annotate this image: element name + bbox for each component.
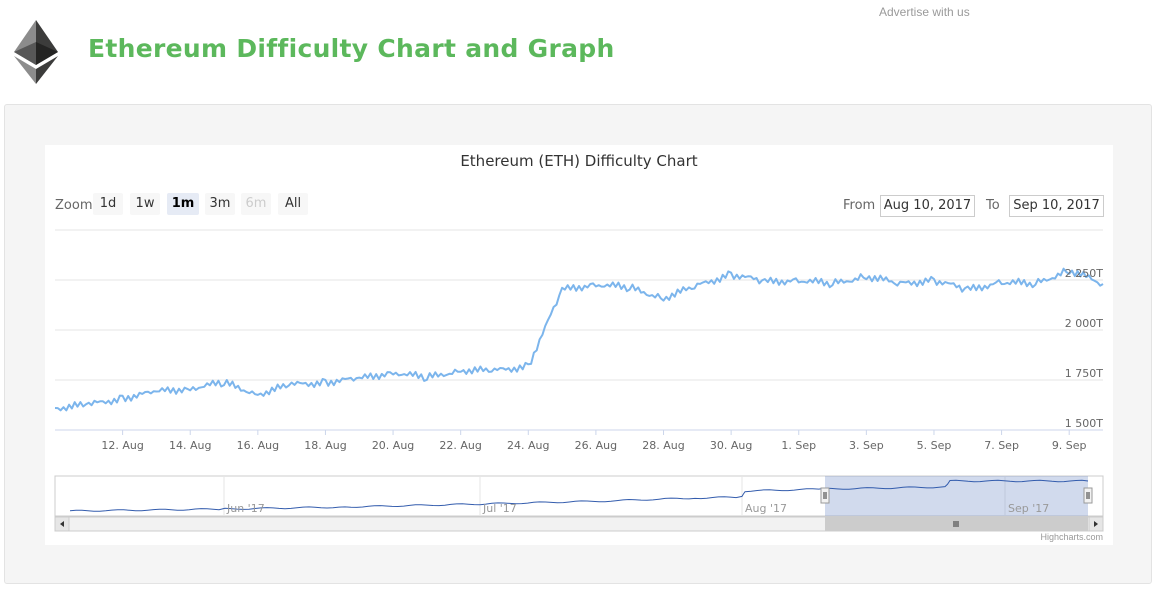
chart-container: Ethereum (ETH) Difficulty Chart Zoom 1d … [45, 145, 1113, 545]
difficulty-series-line [54, 267, 1104, 412]
chart-svg: 1 500T 1 750T 2 000T 2 250T 12. Aug 14. Aug 1… [54, 229, 1104, 532]
x-tick-label: 30. Aug [710, 439, 752, 452]
zoom-label: Zoom [55, 198, 93, 213]
zoom-6m-button[interactable]: 6m [241, 193, 271, 215]
zoom-1d-button[interactable]: 1d [93, 193, 123, 215]
highcharts-credits[interactable]: Highcharts.com [1040, 532, 1103, 542]
arrow-right-icon [1094, 521, 1098, 527]
from-label: From [843, 198, 876, 213]
navigator-series-line [69, 479, 1089, 512]
x-tick-label: 20. Aug [372, 439, 414, 452]
navigator-tick-label: Sep '17 [1008, 502, 1049, 515]
y-tick-label: 2 250T [1065, 267, 1103, 280]
x-tick-label: 1. Sep [781, 439, 816, 452]
to-label: To [986, 198, 1000, 213]
x-tick-label: 18. Aug [304, 439, 346, 452]
from-date-input[interactable]: Aug 10, 2017 [880, 195, 975, 217]
ethereum-logo-icon [14, 20, 58, 84]
to-date-input[interactable]: Sep 10, 2017 [1009, 195, 1104, 217]
navigator-right-handle[interactable] [1083, 487, 1093, 504]
y-tick-label: 1 750T [1065, 367, 1103, 380]
x-tick-label: 26. Aug [575, 439, 617, 452]
zoom-all-button[interactable]: All [278, 193, 308, 215]
x-tick-label: 12. Aug [101, 439, 143, 452]
x-tick-label: 24. Aug [507, 439, 549, 452]
x-tick-label: 28. Aug [642, 439, 684, 452]
y-tick-label: 1 500T [1065, 417, 1103, 430]
navigator-area [54, 475, 1104, 517]
chart-title: Ethereum (ETH) Difficulty Chart [460, 152, 698, 170]
x-tick-label: 7. Sep [984, 439, 1019, 452]
zoom-3m-button[interactable]: 3m [205, 193, 235, 215]
navigator-tick-label: Aug '17 [745, 502, 787, 515]
navigator-left-handle[interactable] [820, 487, 830, 504]
y-tick-label: 2 000T [1065, 317, 1103, 330]
x-tick-label: 5. Sep [917, 439, 952, 452]
navigator-tick-label: Jun '17 [226, 502, 265, 515]
x-tick-label: 3. Sep [849, 439, 884, 452]
navigator-selected-range [825, 476, 1088, 516]
zoom-1w-button[interactable]: 1w [130, 193, 160, 215]
x-tick-label: 16. Aug [237, 439, 279, 452]
advertise-link[interactable]: Advertise with us [879, 5, 970, 19]
arrow-left-icon [60, 521, 64, 527]
site-title: Ethereum Difficulty Chart and Graph [88, 34, 615, 63]
zoom-1m-button[interactable]: 1m [167, 193, 199, 215]
x-tick-label: 9. Sep [1052, 439, 1087, 452]
x-tick-label: 14. Aug [169, 439, 211, 452]
x-tick-label: 22. Aug [439, 439, 481, 452]
navigator-tick-label: Jul '17 [482, 502, 517, 515]
